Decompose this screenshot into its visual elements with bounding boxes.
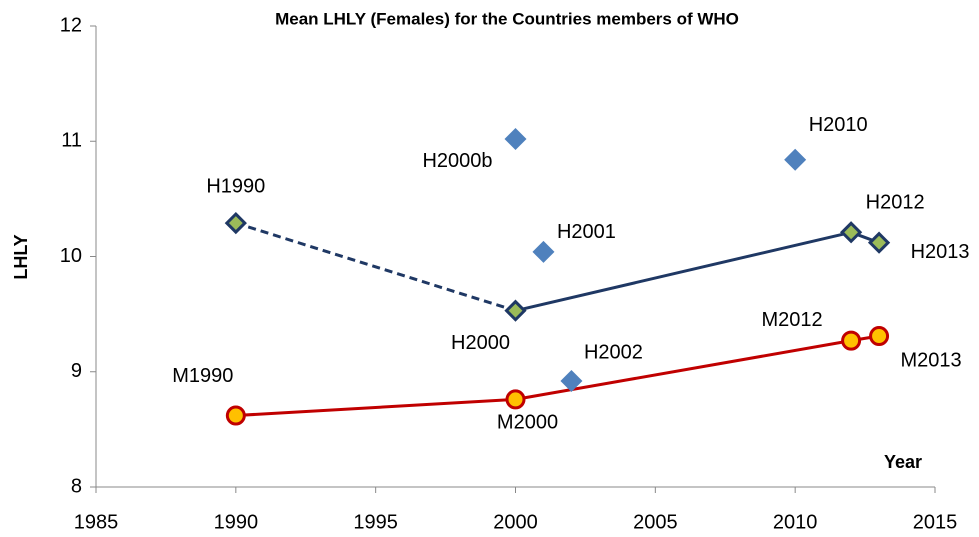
- point-label: M2013: [900, 349, 961, 371]
- point-label: H2000: [451, 332, 510, 354]
- point-label: H2013: [911, 241, 970, 263]
- y-tick-label: 10: [60, 245, 82, 267]
- y-tick-label: 9: [71, 360, 82, 382]
- point: [869, 326, 890, 347]
- point: [505, 389, 526, 410]
- x-tick-label: 1995: [353, 511, 398, 533]
- point: [560, 369, 583, 392]
- y-axis-label: LHLY: [11, 234, 31, 279]
- point: [224, 211, 247, 235]
- point-label: H2000b: [422, 150, 492, 172]
- point-label: H2012: [866, 192, 925, 214]
- point-label: M2012: [762, 309, 823, 331]
- line-segment: [235, 221, 516, 313]
- point: [867, 231, 891, 254]
- y-tick-label: 8: [71, 475, 82, 497]
- chart-title: Mean LHLY (Females) for the Countries me…: [275, 9, 739, 28]
- point-label: H1990: [206, 175, 265, 197]
- x-axis-label: Year: [884, 452, 922, 472]
- y-tick-label: 11: [61, 130, 82, 152]
- point: [504, 127, 527, 150]
- x-tick-label: 2010: [773, 511, 818, 533]
- x-tick-label: 1990: [214, 511, 259, 533]
- point-label: H2001: [557, 221, 616, 243]
- x-tick-label: 1985: [74, 511, 119, 533]
- point: [504, 299, 527, 322]
- line-segment: [515, 230, 852, 313]
- x-tick-label: 2000: [493, 511, 538, 533]
- y-tick-label: 12: [60, 14, 82, 36]
- line-segment: [515, 339, 852, 401]
- point-label: H2002: [584, 341, 643, 363]
- point-label: M1990: [172, 365, 233, 387]
- point: [841, 330, 862, 351]
- x-tick-label: 2005: [633, 511, 678, 533]
- point: [532, 240, 555, 263]
- point: [225, 405, 246, 426]
- point: [839, 221, 863, 244]
- point: [784, 148, 807, 171]
- point-label: H2010: [809, 114, 868, 136]
- x-tick-label: 2015: [913, 511, 958, 533]
- line-segment: [235, 397, 516, 418]
- point-label: M2000: [497, 412, 558, 434]
